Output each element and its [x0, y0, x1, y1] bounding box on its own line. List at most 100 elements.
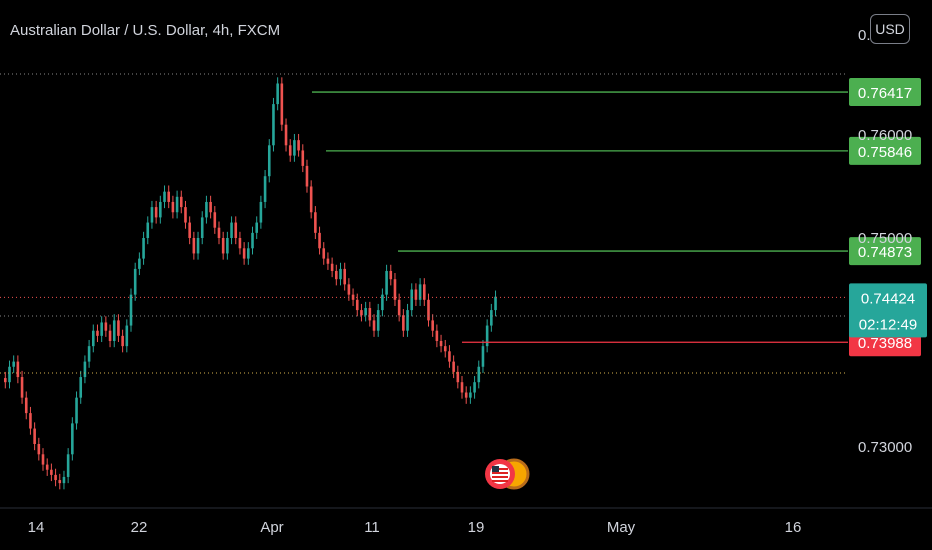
candle-body	[301, 150, 305, 166]
candle-body	[8, 366, 11, 383]
candle-body	[133, 268, 137, 295]
candle-body	[230, 222, 233, 238]
price-tag-label: 0.73988	[858, 335, 912, 352]
candle-body	[360, 310, 363, 316]
price-tag	[849, 237, 921, 266]
candle-body	[280, 83, 284, 125]
candle-body	[20, 377, 24, 398]
candle-body	[267, 145, 271, 177]
candle-body	[372, 320, 376, 331]
last-price-tag	[849, 283, 927, 338]
candle-body	[12, 361, 15, 367]
candle-body	[213, 212, 217, 228]
candle-body	[431, 320, 434, 331]
candle-body	[83, 361, 87, 378]
candle-body	[335, 270, 338, 280]
last-price-label: 0.74424	[861, 290, 915, 307]
candle-body	[196, 238, 200, 254]
candle-body	[142, 238, 145, 259]
currency-button[interactable]: USD	[870, 14, 910, 44]
candle-body	[397, 299, 401, 316]
flag-stripe	[492, 468, 508, 470]
events-layer[interactable]	[485, 458, 530, 490]
candle-body	[96, 330, 99, 336]
candle-body	[188, 222, 191, 238]
candle-body	[175, 196, 179, 213]
candle-body	[251, 232, 254, 249]
candle-body	[322, 248, 326, 259]
candle-body	[41, 454, 45, 465]
candle-body	[355, 299, 359, 311]
flag-stripe	[492, 476, 508, 478]
candle-body	[477, 366, 481, 383]
candle-body	[309, 186, 313, 213]
time-axis[interactable]: 14 22 Apr 11 19 May 16	[0, 507, 932, 536]
candle-body	[167, 191, 171, 202]
candle-body	[284, 124, 288, 146]
candle-body	[71, 423, 74, 455]
flag-stripe	[492, 472, 508, 474]
candle-body	[75, 397, 78, 424]
candle-body	[45, 464, 49, 470]
candle-body	[87, 346, 91, 362]
candle-body	[200, 217, 204, 238]
candle-body	[37, 444, 41, 455]
candle-body	[351, 294, 355, 300]
x-tick-label: May	[607, 519, 636, 536]
candle-body	[305, 165, 309, 187]
candle-body	[494, 296, 497, 311]
price-tag	[849, 136, 921, 165]
y-tick-label: 0.75000	[858, 230, 912, 247]
candle-body	[121, 335, 124, 347]
candle-body	[376, 310, 380, 331]
candle-body	[138, 258, 141, 269]
candle-body	[108, 330, 112, 341]
candle-body	[364, 308, 367, 316]
candle-body	[259, 201, 263, 223]
candle-body	[343, 268, 346, 285]
candle-body	[33, 428, 36, 444]
price-tag-label: 0.74873	[858, 244, 912, 261]
y-tick-label: 0.76000	[858, 127, 912, 144]
candle-body	[490, 310, 493, 326]
candle-body	[410, 289, 414, 311]
candle-body	[150, 207, 154, 223]
candle-body	[368, 308, 372, 321]
candle-body	[179, 196, 183, 208]
candle-body	[381, 294, 384, 311]
candle-body	[125, 325, 129, 347]
candle-body	[112, 320, 116, 341]
candle-body	[192, 238, 196, 254]
candle-body	[221, 238, 225, 254]
x-tick-label: 14	[28, 519, 45, 536]
candle-body	[293, 140, 296, 156]
candle-body	[226, 238, 229, 254]
candle-body	[460, 382, 464, 393]
candle-body	[485, 325, 489, 347]
candle-body	[104, 322, 108, 331]
candle-body	[4, 378, 7, 383]
candle-body	[209, 201, 212, 213]
candle-body	[393, 279, 397, 300]
candle-body	[234, 222, 238, 238]
candle-body	[347, 284, 351, 295]
price-tag	[849, 78, 921, 107]
candle-body	[91, 330, 95, 347]
candle-body	[263, 176, 267, 202]
candle-body	[435, 330, 439, 341]
candle-body	[171, 201, 175, 213]
y-tick-label: 0.73000	[858, 439, 912, 456]
candle-body	[217, 227, 221, 238]
candle-body	[406, 310, 409, 331]
flag-canton	[492, 466, 499, 472]
countdown-label: 02:12:49	[859, 316, 917, 333]
candle-body	[29, 413, 32, 429]
candle-body	[452, 361, 455, 372]
flag-stripe	[492, 480, 508, 482]
candle-body	[242, 248, 246, 259]
candle-body	[423, 284, 426, 300]
candle-body	[469, 392, 472, 398]
candle-body	[297, 140, 300, 151]
